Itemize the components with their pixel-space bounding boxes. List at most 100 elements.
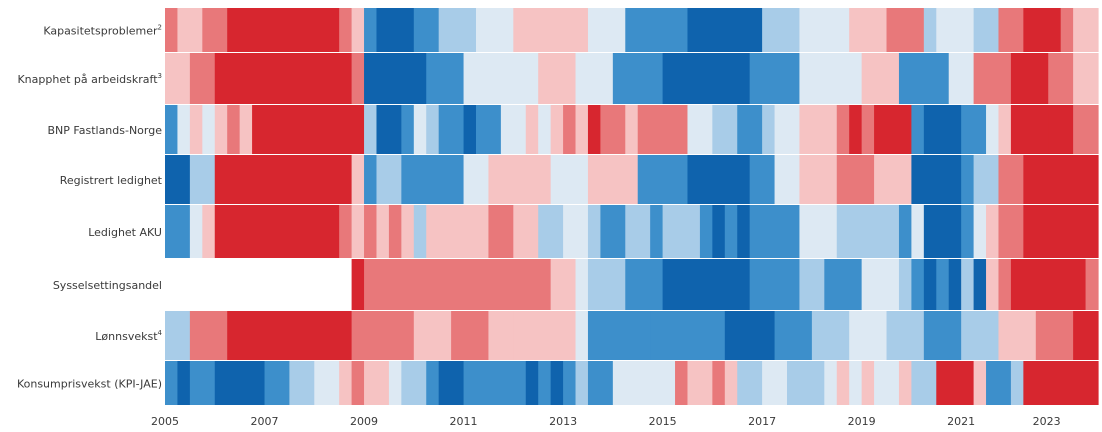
heatmap-cell-r1-c14 — [898, 53, 950, 104]
heatmap-cell-r0-c13 — [625, 8, 689, 52]
heatmap-cell-r3-c0 — [165, 155, 191, 204]
heatmap-cell-r6-c20 — [1035, 311, 1074, 360]
heatmap-cell-r7-c6 — [314, 361, 340, 405]
heatmap-cell-r1-c3 — [351, 53, 365, 104]
heatmap-cell-r5-c5 — [550, 259, 577, 310]
heatmap-cell-r6-c2 — [227, 311, 353, 360]
heatmap-cell-r4-c0 — [165, 205, 191, 258]
heatmap-cell-r2-c10 — [401, 105, 415, 154]
heatmap-cell-r4-c30 — [923, 205, 962, 258]
heatmap-cell-r0-c2 — [202, 8, 228, 52]
heatmap-cell-r7-c4 — [264, 361, 290, 405]
heatmap-cell-r2-c29 — [762, 105, 776, 154]
heatmap-cell-r3-c2 — [214, 155, 353, 204]
heatmap-cell-r6-c7 — [488, 311, 514, 360]
heatmap-cell-r2-c35 — [874, 105, 912, 154]
heatmap-cell-r6-c10 — [587, 311, 651, 360]
heatmap-cell-r3-c22 — [1023, 155, 1099, 204]
heatmap-cell-r0-c8 — [413, 8, 440, 52]
row-label-2: BNP Fastlands-Norge — [48, 124, 163, 137]
heatmap-cell-r7-c1 — [177, 361, 191, 405]
heatmap-cell-r1-c5 — [426, 53, 465, 104]
heatmap-cell-r4-c4 — [339, 205, 353, 258]
heatmap-cell-r3-c20 — [973, 155, 1000, 204]
heatmap-cell-r5-c15 — [911, 259, 925, 310]
heatmap-cell-r7-c0 — [165, 361, 179, 405]
heatmap-cell-r0-c18 — [886, 8, 925, 52]
heatmap-cell-r1-c9 — [612, 53, 664, 104]
heatmap-cells — [165, 8, 1099, 405]
heatmap-cell-r2-c2 — [189, 105, 203, 154]
heatmap-cell-r6-c12 — [724, 311, 776, 360]
heatmap-cell-r7-c30 — [836, 361, 850, 405]
heatmap-cell-r3-c1 — [189, 155, 216, 204]
heatmap-cell-r0-c7 — [376, 8, 415, 52]
heatmap-cell-r7-c16 — [538, 361, 552, 405]
heatmap-cell-r1-c0 — [165, 53, 191, 104]
x-axis-ticks: 2005 2007 2009 2011 2013 2015 2017 2019 2021 2023 — [151, 415, 1061, 428]
heatmap-cell-r2-c24 — [625, 105, 639, 154]
heatmap-cell-r4-c32 — [973, 205, 987, 258]
heatmap-cell-r2-c31 — [799, 105, 838, 154]
heatmap-cell-r5-c20 — [973, 259, 987, 310]
heatmap-cell-r6-c16 — [886, 311, 925, 360]
heatmap-cell-r2-c42 — [1048, 105, 1074, 154]
heatmap-cell-r2-c23 — [600, 105, 626, 154]
heatmap-cell-r2-c26 — [687, 105, 713, 154]
heatmap-cell-r5-c13 — [861, 259, 900, 310]
heatmap-cell-r2-c3 — [202, 105, 216, 154]
heatmap-cell-r0-c12 — [587, 8, 626, 52]
heatmap-cell-r1-c11 — [749, 53, 801, 104]
heatmap-cell-r5-c22 — [998, 259, 1012, 310]
heatmap-cell-r5-c11 — [799, 259, 825, 310]
heatmap-cell-r2-c30 — [774, 105, 801, 154]
heatmap-cell-r4-c35 — [1023, 205, 1099, 258]
heatmap-cell-r2-c14 — [463, 105, 477, 154]
heatmap-cell-r7-c31 — [849, 361, 863, 405]
row-label-7: Konsumprisvekst (KPI-JAE) — [17, 378, 162, 391]
heatmap-cell-r0-c4 — [339, 8, 353, 52]
heatmap-cell-r7-c8 — [351, 361, 365, 405]
heatmap-cell-r2-c8 — [364, 105, 378, 154]
heatmap-cell-r4-c8 — [388, 205, 402, 258]
heatmap-cell-r3-c7 — [463, 155, 490, 204]
heatmap-cell-r4-c15 — [563, 205, 589, 258]
heatmap-cell-r1-c17 — [1010, 53, 1049, 104]
heatmap-cell-r3-c14 — [774, 155, 801, 204]
heatmap-cell-r2-c39 — [986, 105, 1000, 154]
heatmap-cell-r4-c21 — [699, 205, 713, 258]
heatmap-cell-r7-c18 — [563, 361, 577, 405]
heatmap-cell-r7-c19 — [575, 361, 589, 405]
heatmap-cell-r7-c12 — [426, 361, 440, 405]
heatmap-cell-r4-c18 — [625, 205, 651, 258]
heatmap-cell-r7-c38 — [986, 361, 1012, 405]
heatmap-cell-r1-c15 — [948, 53, 975, 104]
heatmap-cell-r0-c9 — [438, 8, 477, 52]
heatmap-cell-r4-c5 — [351, 205, 365, 258]
x-tick-label-2015: 2015 — [649, 415, 677, 428]
heatmap-cell-r2-c25 — [637, 105, 689, 154]
heatmap-cell-r5-c21 — [986, 259, 1000, 310]
heatmap-cell-r2-c28 — [737, 105, 763, 154]
heatmap-cell-r2-c11 — [413, 105, 427, 154]
x-tick-label-2021: 2021 — [947, 415, 975, 428]
heatmap-cell-r6-c13 — [774, 311, 813, 360]
heatmap-cell-r3-c13 — [749, 155, 776, 204]
heatmap-cell-r7-c10 — [388, 361, 402, 405]
heatmap-cell-r7-c17 — [550, 361, 564, 405]
heatmap-cell-r6-c14 — [811, 311, 850, 360]
heatmap-cell-r7-c36 — [936, 361, 975, 405]
heatmap-cell-r0-c17 — [849, 8, 888, 52]
heatmap-cell-r0-c25 — [1073, 8, 1099, 52]
heatmap-cell-r4-c17 — [600, 205, 626, 258]
heatmap-cell-r2-c40 — [998, 105, 1012, 154]
heatmap-cell-r1-c16 — [973, 53, 1012, 104]
heatmap-cell-r7-c23 — [687, 361, 713, 405]
heatmap-cell-r4-c12 — [488, 205, 514, 258]
heatmap-cell-r4-c16 — [587, 205, 601, 258]
heatmap-cell-r4-c19 — [650, 205, 664, 258]
x-tick-label-2011: 2011 — [450, 415, 478, 428]
heatmap-cell-r5-c17 — [936, 259, 950, 310]
heatmap-cell-r7-c2 — [189, 361, 216, 405]
